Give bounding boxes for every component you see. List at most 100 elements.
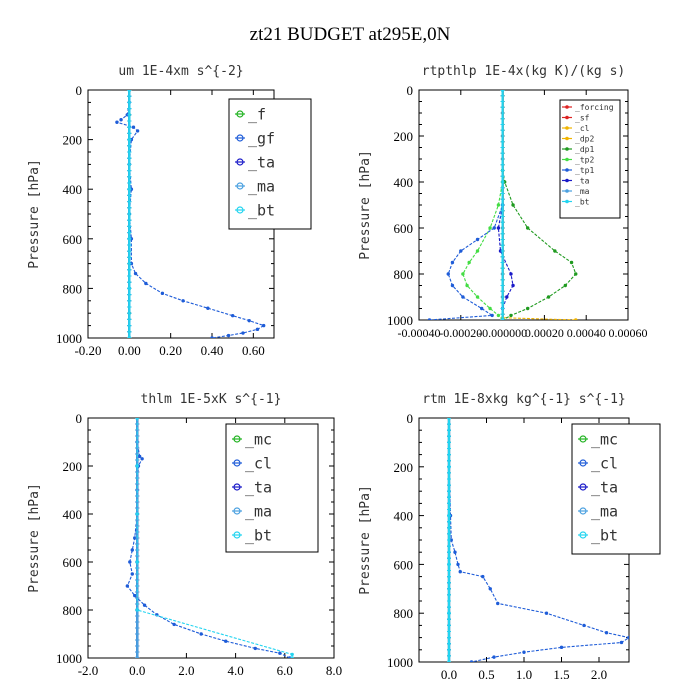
data-point (480, 306, 484, 311)
y-tick-label: 0 (76, 411, 83, 426)
data-point (505, 295, 509, 299)
data-point (546, 295, 551, 299)
data-point (125, 584, 130, 588)
data-point (456, 562, 460, 567)
legend-marker (565, 178, 569, 183)
series-line-tp2 (462, 90, 504, 320)
legend-label: _sf (575, 113, 590, 122)
legend-label: _cl (591, 454, 618, 472)
data-point (144, 281, 148, 286)
legend-marker (565, 199, 569, 204)
x-tick-label: 0.0 (441, 667, 457, 682)
x-tick-label: 4.0 (227, 663, 243, 678)
data-point (135, 418, 139, 420)
x-tick-label: -0.20 (74, 343, 101, 358)
y-tick-label: 1000 (387, 313, 413, 328)
data-point (475, 237, 480, 242)
x-tick-label: 0.60 (242, 343, 265, 358)
data-point (488, 226, 492, 230)
legend-label: _mc (591, 430, 618, 448)
x-tick-label: 0.00040 (567, 326, 606, 340)
x-tick-label: 0.00020 (525, 326, 564, 340)
data-point (604, 631, 609, 635)
legend: _mc _cl _ta _ma _bt (571, 423, 661, 555)
legend-label: _mc (245, 430, 272, 448)
data-point (475, 295, 480, 299)
data-point (253, 646, 257, 651)
data-point (226, 333, 231, 338)
data-point (133, 593, 137, 598)
legend-label: _ma (245, 502, 272, 520)
x-tick-label: 1.0 (516, 667, 532, 682)
legend-marker (233, 531, 241, 539)
legend-marker (579, 483, 587, 491)
legend-label: _gf (248, 129, 275, 147)
data-point (525, 306, 530, 311)
data-point (492, 226, 496, 230)
x-tick-label: -2.0 (78, 663, 99, 678)
x-tick-label: 0.0 (129, 663, 145, 678)
data-point (488, 306, 492, 311)
legend: _forcing_sf _cl_dp2 _dp1_tp2 _tp1_ta _ma_bt (559, 99, 621, 219)
data-point (199, 632, 203, 636)
y-tick-label: 400 (394, 509, 414, 524)
legend-label: _f (248, 105, 266, 123)
chart-rtm: rtm 1E-8xkg kg^{-1} s^{-1} Pressure [hPa]… (358, 392, 661, 682)
series-group (447, 418, 629, 662)
y-tick-label: 1000 (387, 655, 413, 670)
data-point (241, 331, 245, 335)
data-point (459, 249, 463, 253)
data-point (131, 125, 136, 129)
data-point (137, 454, 142, 459)
y-tick-label: 600 (63, 555, 83, 570)
y-tick-label: 200 (394, 460, 414, 475)
chart-rtpthlp: rtpthlp 1E-4x(kg K)/(kg s) Pressure [hPa]… (358, 64, 648, 340)
data-point (224, 639, 228, 643)
y-tick-label: 200 (394, 129, 414, 144)
chart-um: um 1E-4xm s^{-2} Pressure [hPa] 0 200 400 600… (27, 64, 312, 358)
y-tick-label: 0 (407, 411, 414, 426)
data-point (574, 272, 578, 276)
data-point (458, 570, 462, 574)
data-point (450, 260, 455, 265)
data-point (544, 611, 549, 615)
legend-marker (565, 115, 569, 120)
y-tick-label: 800 (63, 603, 83, 618)
data-point (172, 622, 176, 627)
y-tick-label: 0 (407, 83, 414, 98)
data-point (278, 651, 282, 655)
data-point (119, 118, 123, 122)
x-tick-label: 1.5 (553, 667, 569, 682)
legend-marker (233, 507, 241, 515)
legend-marker (565, 157, 569, 162)
x-tick-label: 6.0 (277, 663, 293, 678)
legend-label: _cl (245, 454, 272, 472)
data-point (619, 640, 624, 645)
data-point (115, 120, 119, 124)
series-line-ta (497, 90, 514, 320)
data-point (128, 560, 132, 564)
data-point (290, 652, 294, 657)
data-point (453, 550, 457, 554)
legend-label: _ma (575, 187, 590, 196)
y-tick-label: 800 (63, 281, 83, 296)
y-tick-label: 600 (63, 232, 83, 247)
data-point (509, 313, 513, 318)
legend-label: _dp1 (575, 145, 594, 154)
legend-label: _ta (245, 478, 272, 496)
x-tick-label: 8.0 (326, 663, 342, 678)
y-tick-label: 1000 (56, 651, 82, 666)
x-tick-label: 0.20 (159, 343, 182, 358)
legend-marker (236, 182, 244, 190)
y-tick-label: 800 (394, 267, 414, 282)
legend-label: _forcing (575, 103, 614, 112)
legend-label: _tp1 (575, 166, 594, 175)
legend-label: _tp2 (575, 155, 594, 164)
legend-marker (565, 189, 569, 193)
x-tick-label: -0.000000 (478, 326, 527, 340)
data-point (553, 249, 557, 253)
data-point (496, 601, 500, 606)
y-tick-label: 1000 (56, 331, 82, 346)
x-tick-label: 0.5 (478, 667, 494, 682)
x-tick-label: 0.00 (118, 343, 141, 358)
